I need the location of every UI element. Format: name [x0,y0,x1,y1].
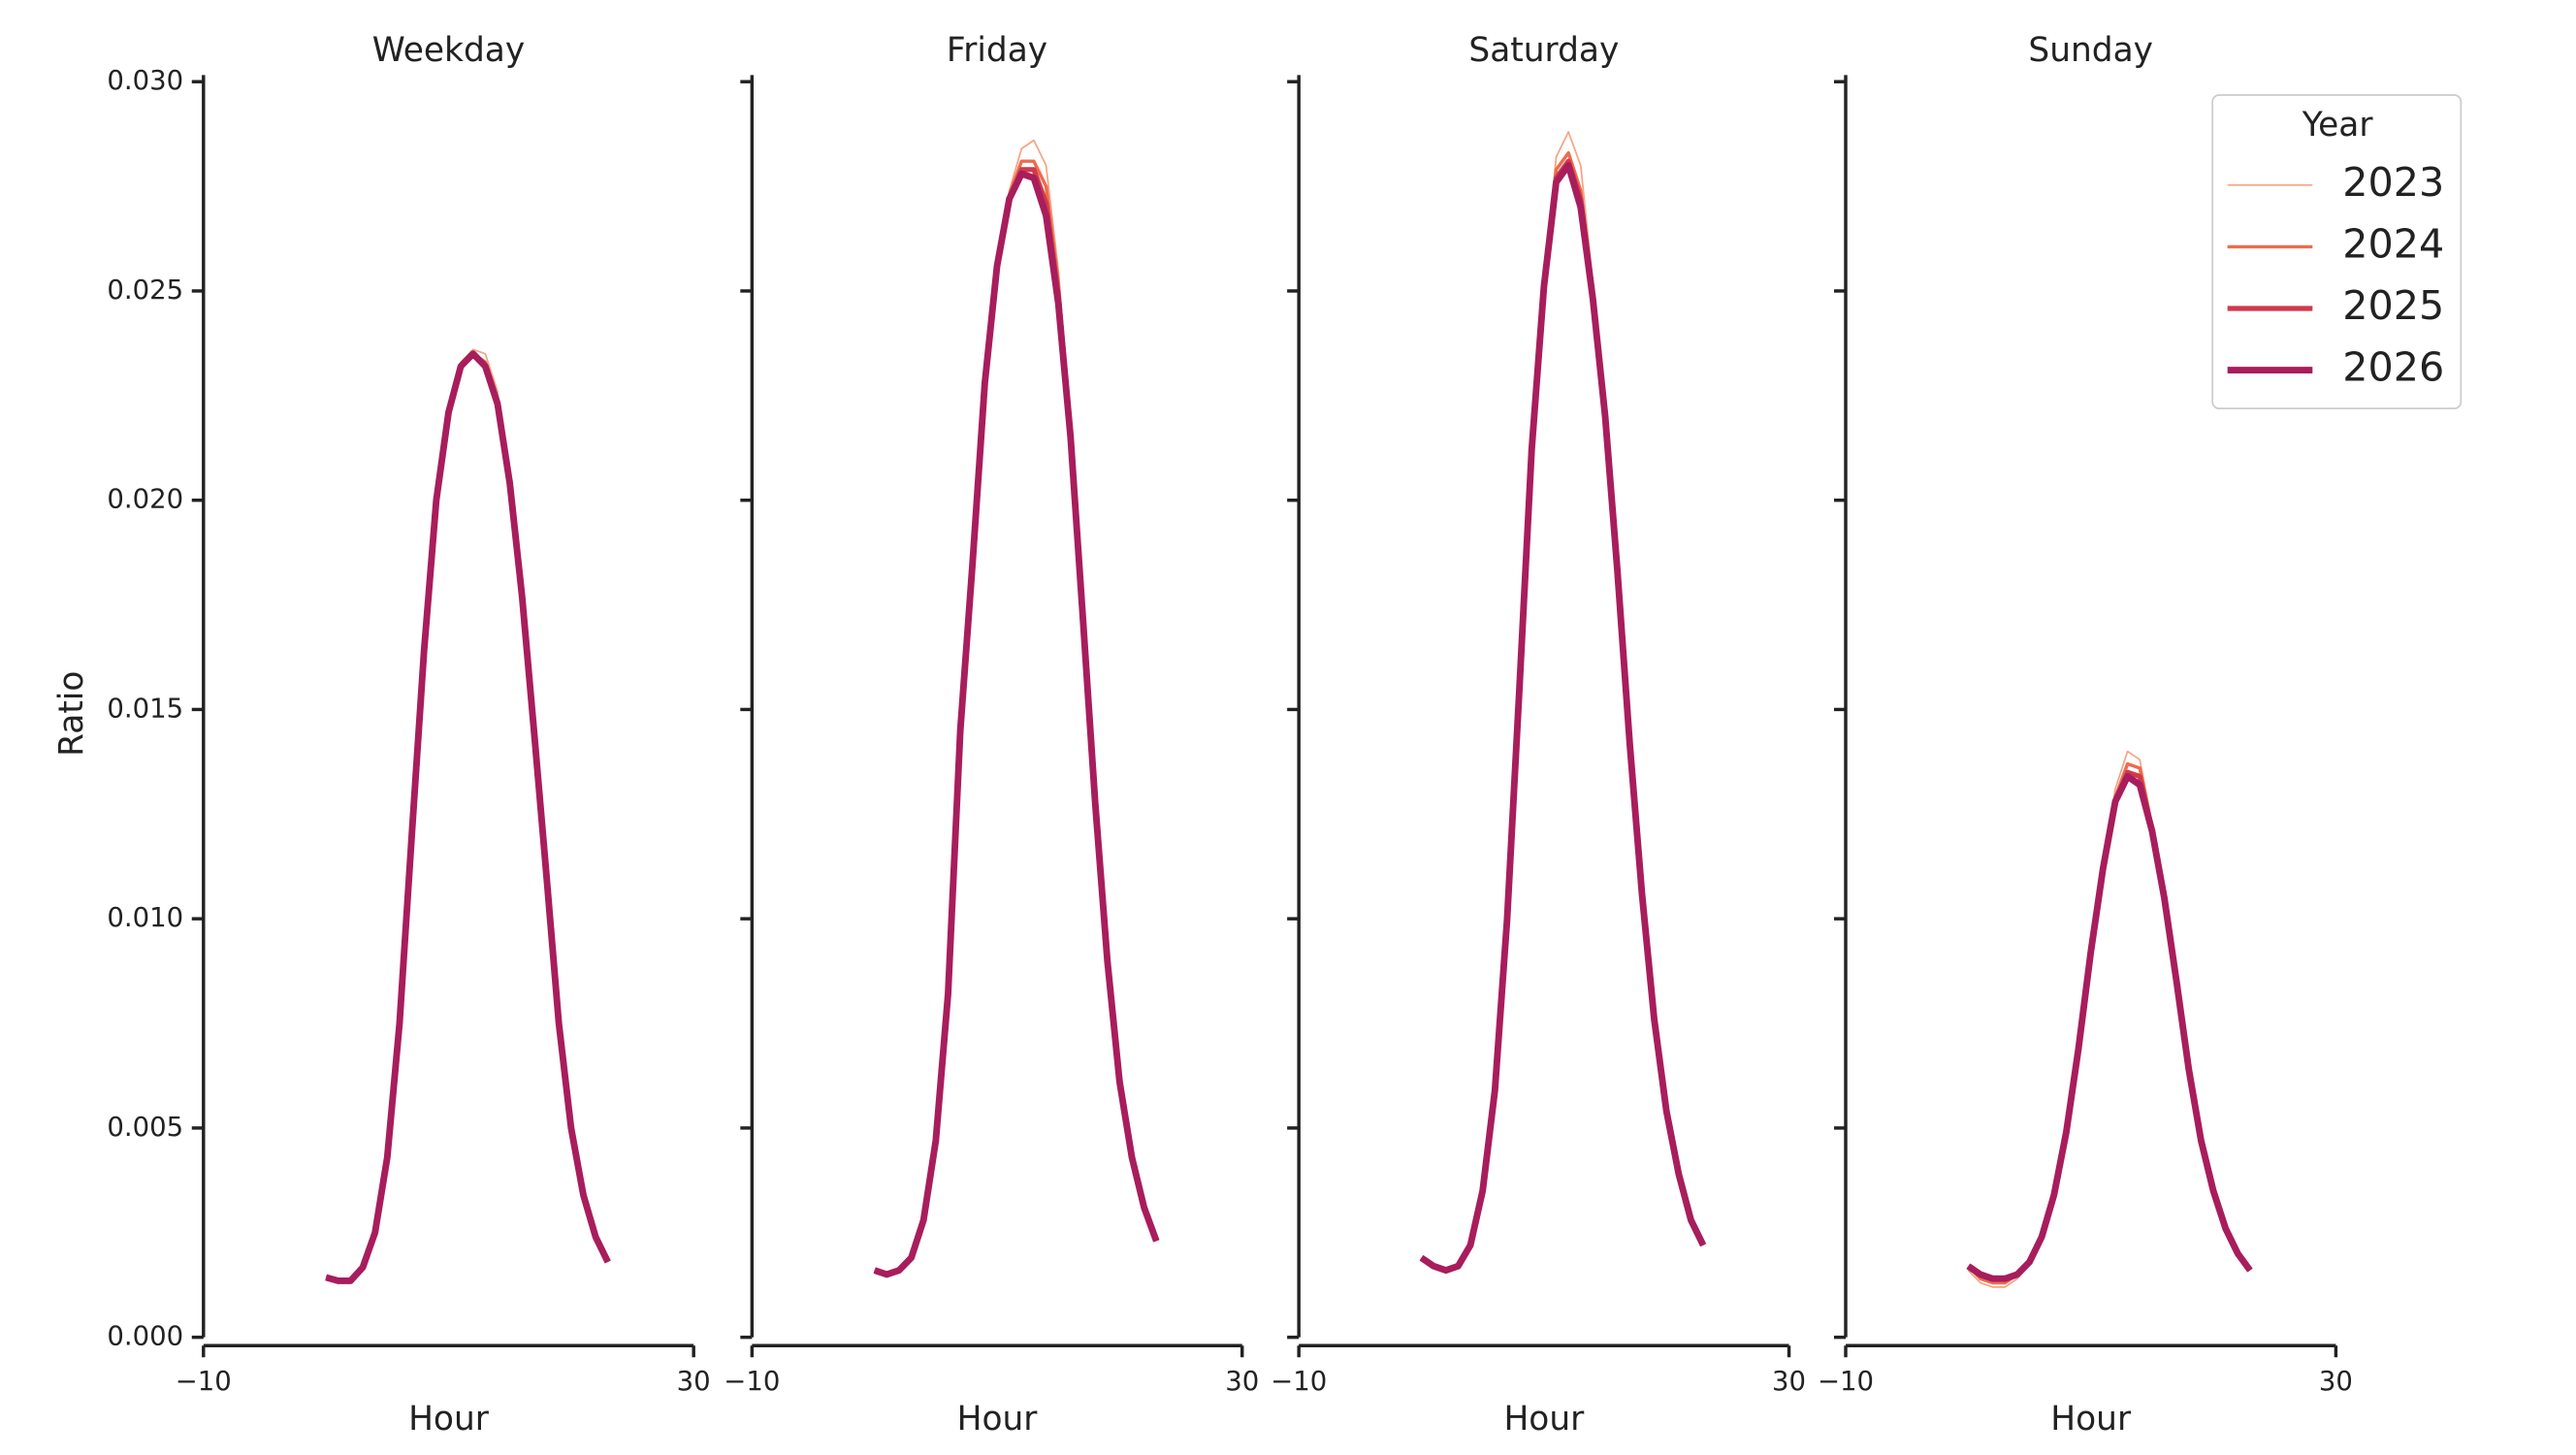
line-series [873,170,1160,1278]
x-tick-label: 30 [2319,1366,2353,1397]
x-tick-label: −10 [1271,1366,1327,1397]
line-series [1420,158,1706,1274]
legend-box [2211,94,2463,410]
line-series [874,159,1158,1277]
line-series [1419,162,1707,1275]
panel-title: Saturday [1468,31,1619,70]
legend-label: 2024 [2342,220,2444,267]
x-tick-label: 30 [677,1366,711,1397]
legend-label: 2026 [2342,344,2444,391]
line-series [873,167,1159,1277]
y-tick-label: 0.015 [107,693,183,724]
line-series [325,351,611,1283]
x-axis-label: Hour [2050,1400,2132,1439]
x-axis-label: Hour [408,1400,490,1439]
line-series [325,351,610,1283]
legend-label: 2025 [2342,282,2444,329]
y-tick-label: 0.010 [107,902,183,933]
line-series [1421,131,1704,1272]
y-tick-label: 0.030 [107,65,183,96]
legend-title: Year [2302,106,2374,145]
y-tick-label: 0.005 [107,1112,183,1143]
y-tick-label: 0.000 [107,1321,183,1352]
y-axis-label: Ratio [52,671,91,757]
panel-title: Friday [947,31,1047,70]
line-series [325,350,611,1284]
line-series [1420,150,1705,1273]
line-series [874,139,1158,1276]
line-series [325,348,609,1282]
x-tick-label: −10 [1818,1366,1874,1397]
panel-title: Sunday [2028,31,2153,70]
x-axis-label: Hour [957,1400,1039,1439]
y-tick-label: 0.025 [107,275,183,306]
x-tick-label: −10 [176,1366,232,1397]
panel-title: Weekday [372,31,525,70]
x-tick-label: −10 [724,1366,780,1397]
x-axis-label: Hour [1503,1400,1585,1439]
y-tick-label: 0.020 [107,484,183,515]
x-tick-label: 30 [1225,1366,1259,1397]
x-tick-label: 30 [1772,1366,1806,1397]
legend-label: 2023 [2342,159,2444,206]
line-series [1966,773,2253,1282]
